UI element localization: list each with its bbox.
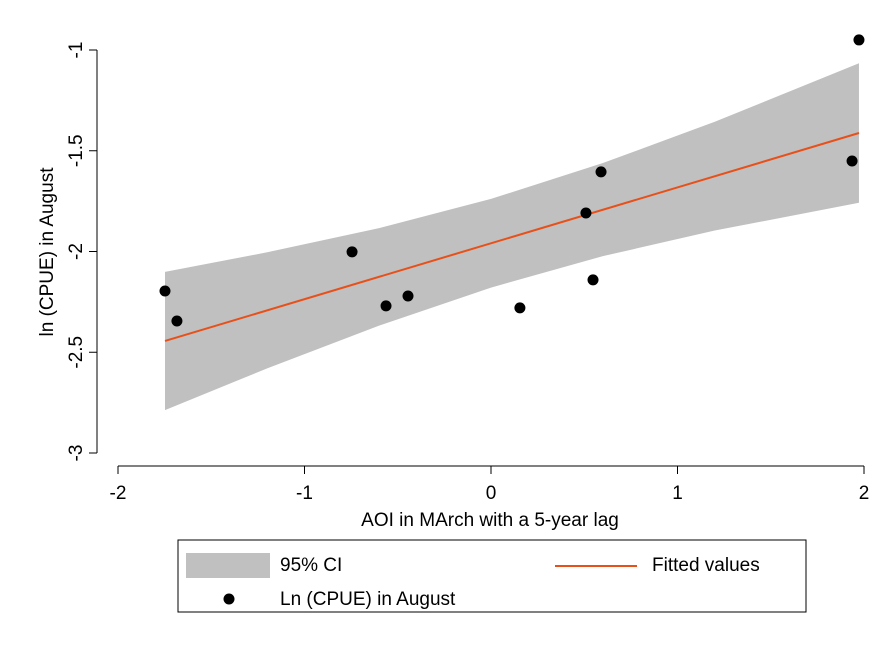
legend-swatch — [223, 593, 235, 605]
data-point — [846, 155, 858, 167]
data-point — [580, 207, 592, 219]
y-tick-label: -1 — [66, 42, 87, 59]
data-point — [587, 274, 599, 286]
y-tick-label: -3 — [66, 445, 87, 462]
y-tick-label: -2.5 — [66, 336, 87, 369]
data-point — [346, 246, 358, 258]
fitted-line — [164, 132, 860, 342]
x-tick-label: -1 — [296, 483, 313, 504]
x-tick-label: -2 — [110, 483, 127, 504]
y-tick-label: -1.5 — [66, 134, 87, 167]
legend-label: Fitted values — [652, 555, 760, 576]
legend-label: Ln (CPUE) in August — [280, 589, 456, 610]
data-point — [853, 34, 865, 46]
data-point — [159, 285, 171, 297]
legend-swatch — [186, 553, 270, 578]
legend-box — [177, 539, 807, 613]
data-point — [402, 290, 414, 302]
x-tick-label: 1 — [672, 483, 683, 504]
data-point — [595, 166, 607, 178]
y-axis-title: ln (CPUE) in August — [37, 167, 58, 337]
x-tick-label: 2 — [859, 483, 870, 504]
x-tick-label: 0 — [486, 483, 497, 504]
data-point — [514, 302, 526, 314]
y-tick-label: -2 — [66, 243, 87, 260]
data-point — [380, 300, 392, 312]
x-axis-title: AOI in MArch with a 5-year lag — [361, 510, 619, 531]
legend-label: 95% CI — [280, 555, 342, 576]
data-point — [171, 315, 183, 327]
